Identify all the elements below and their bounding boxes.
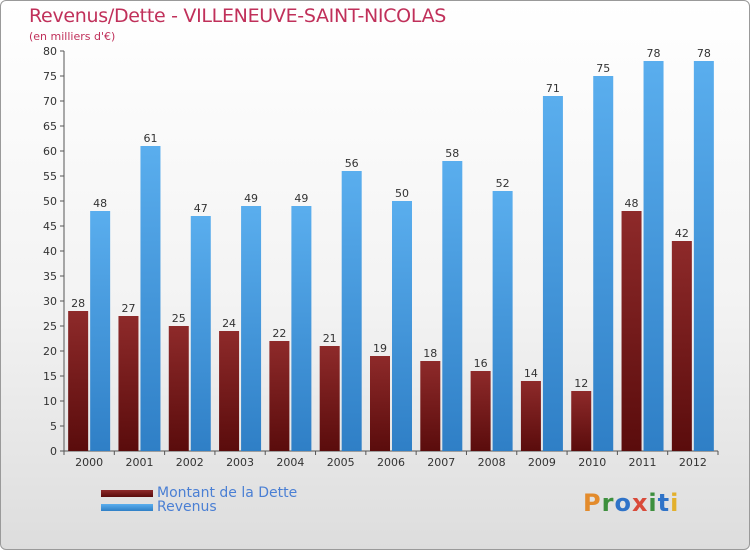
data-label-dette: 22	[272, 327, 286, 340]
x-tick-label: 2010	[578, 456, 606, 469]
legend-swatch-dette	[101, 490, 153, 497]
bar-dette	[420, 361, 441, 451]
data-label-revenus: 49	[294, 192, 308, 205]
x-tick-label: 2006	[377, 456, 405, 469]
data-label-revenus: 61	[143, 132, 157, 145]
logo-letter: i	[648, 489, 658, 517]
bar-revenus	[693, 61, 714, 451]
y-tick-label: 60	[43, 145, 57, 158]
bar-revenus	[190, 216, 211, 451]
data-label-dette: 19	[373, 342, 387, 355]
x-tick-label: 2002	[176, 456, 204, 469]
y-tick-label: 20	[43, 345, 57, 358]
y-tick-label: 5	[50, 420, 57, 433]
y-tick-label: 35	[43, 270, 57, 283]
data-label-dette: 21	[323, 332, 337, 345]
bar-revenus	[291, 206, 312, 451]
data-label-revenus: 75	[596, 62, 610, 75]
x-tick-label: 2001	[125, 456, 153, 469]
chart-title: Revenus/Dette - VILLENEUVE-SAINT-NICOLAS	[29, 5, 447, 27]
y-tick-label: 45	[43, 220, 57, 233]
logo-letter: P	[583, 489, 602, 517]
data-label-revenus: 78	[697, 47, 711, 60]
bar-dette	[269, 341, 290, 451]
bar-revenus	[492, 191, 513, 451]
y-tick-label: 50	[43, 195, 57, 208]
data-label-revenus: 49	[244, 192, 258, 205]
logo-letter: x	[631, 489, 649, 517]
legend-label-revenus: Revenus	[157, 499, 217, 515]
bar-dette	[571, 391, 592, 451]
legend-label-dette: Montant de la Dette	[157, 485, 298, 501]
bar-revenus	[241, 206, 262, 451]
bar-dette	[319, 346, 340, 451]
y-tick-label: 30	[43, 295, 57, 308]
bar-dette	[118, 316, 139, 451]
bar-revenus	[392, 201, 412, 451]
data-label-revenus: 52	[496, 177, 510, 190]
data-label-revenus: 50	[395, 187, 409, 200]
data-label-dette: 48	[625, 197, 639, 210]
y-tick-label: 65	[43, 120, 57, 133]
x-tick-label: 2011	[629, 456, 657, 469]
bar-revenus	[542, 96, 563, 451]
bar-dette	[68, 311, 89, 451]
data-label-dette: 28	[71, 297, 85, 310]
x-tick-label: 2007	[427, 456, 455, 469]
bar-revenus	[593, 76, 614, 451]
logo-letter: o	[614, 489, 632, 517]
data-label-dette: 12	[574, 377, 588, 390]
bar-dette	[621, 211, 642, 451]
bar-revenus	[442, 161, 463, 451]
bar-dette	[168, 326, 189, 451]
logo-letter: r	[601, 489, 615, 517]
bar-dette	[370, 356, 390, 451]
y-tick-label: 25	[43, 320, 57, 333]
y-tick-label: 55	[43, 170, 57, 183]
data-label-dette: 27	[121, 302, 135, 315]
y-tick-label: 0	[50, 445, 57, 458]
legend-swatch-revenus	[101, 504, 153, 511]
y-tick-label: 40	[43, 245, 57, 258]
proxiti-logo: Proxiti	[583, 489, 679, 517]
logo-letter: t	[657, 489, 671, 517]
data-label-revenus: 47	[194, 202, 208, 215]
x-tick-label: 2003	[226, 456, 254, 469]
y-tick-label: 75	[43, 70, 57, 83]
data-label-dette: 42	[675, 227, 689, 240]
y-tick-label: 10	[43, 395, 57, 408]
bar-revenus	[90, 211, 111, 451]
bar-dette	[671, 241, 692, 451]
y-tick-label: 80	[43, 45, 57, 58]
bar-dette	[470, 371, 491, 451]
x-tick-label: 2000	[75, 456, 103, 469]
data-label-revenus: 56	[345, 157, 359, 170]
data-label-dette: 14	[524, 367, 538, 380]
x-tick-label: 2004	[276, 456, 304, 469]
data-label-revenus: 48	[93, 197, 107, 210]
x-tick-label: 2005	[327, 456, 355, 469]
data-label-dette: 18	[423, 347, 437, 360]
x-tick-label: 2008	[478, 456, 506, 469]
data-label-revenus: 58	[445, 147, 459, 160]
chart-subtitle: (en milliers d'€)	[29, 30, 116, 43]
data-label-dette: 25	[172, 312, 186, 325]
bar-revenus	[140, 146, 161, 451]
data-label-revenus: 78	[647, 47, 661, 60]
y-tick-label: 15	[43, 370, 57, 383]
data-label-revenus: 71	[546, 82, 560, 95]
x-tick-label: 2012	[679, 456, 707, 469]
bar-revenus	[341, 171, 362, 451]
bar-dette	[520, 381, 541, 451]
bar-revenus	[643, 61, 664, 451]
y-tick-label: 70	[43, 95, 57, 108]
x-tick-label: 2009	[528, 456, 556, 469]
bar-dette	[219, 331, 240, 451]
data-label-dette: 24	[222, 317, 236, 330]
logo-letter: i	[670, 489, 680, 517]
data-label-dette: 16	[474, 357, 488, 370]
